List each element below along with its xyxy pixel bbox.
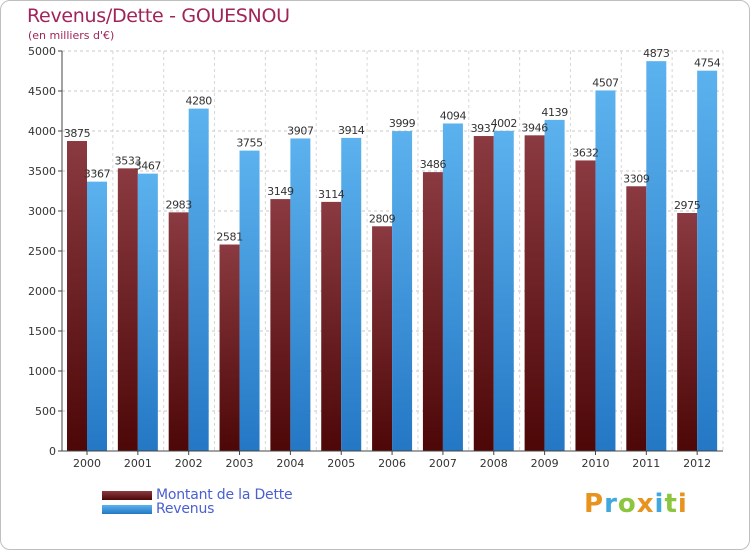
data-label-debt: 2581	[216, 231, 242, 244]
bar-revenue	[442, 123, 463, 451]
data-label-debt: 3875	[64, 127, 91, 140]
bar-debt	[168, 212, 189, 451]
bar-debt	[372, 226, 393, 451]
logo-letter: r	[604, 489, 618, 519]
bar-revenue	[493, 130, 514, 451]
proxiti-logo: Proxiti	[584, 489, 688, 519]
bar-debt	[67, 141, 87, 451]
y-tick-label: 1000	[28, 365, 56, 378]
data-label-debt: 3149	[267, 185, 294, 198]
data-label-debt: 3937	[471, 122, 498, 135]
bar-debt	[524, 135, 545, 451]
data-label-revenue: 4507	[592, 76, 619, 89]
legend-item-debt: Montant de la Dette	[102, 487, 293, 503]
data-label-revenue: 4139	[541, 106, 568, 119]
bar-debt	[117, 168, 138, 452]
logo-letter: t	[664, 489, 678, 519]
y-tick-label: 5000	[28, 45, 56, 58]
x-tick-label: 2007	[429, 457, 457, 470]
data-label-revenue: 4002	[491, 117, 517, 130]
bar-revenue	[137, 173, 158, 451]
y-tick-label: 2000	[28, 285, 56, 298]
y-tick-label: 4000	[28, 125, 56, 138]
bar-revenue	[188, 108, 209, 451]
bar-debt	[626, 186, 647, 451]
data-label-revenue: 4094	[440, 109, 467, 122]
data-label-revenue: 4873	[643, 47, 670, 60]
y-tick-label: 3500	[28, 165, 56, 178]
logo-letter: P	[584, 489, 605, 519]
bar-debt	[677, 213, 698, 451]
bar-debt	[219, 244, 240, 451]
logo-letter: i	[654, 489, 665, 519]
x-tick-label: 2001	[124, 457, 152, 470]
data-label-revenue: 4754	[694, 57, 721, 70]
x-tick-label: 2002	[175, 457, 203, 470]
x-tick-label: 2012	[683, 457, 711, 470]
x-tick-label: 2008	[480, 457, 508, 470]
legend-swatch-revenue	[102, 504, 152, 514]
bar-revenue	[646, 61, 667, 451]
bar-revenue	[341, 137, 362, 451]
bar-debt	[270, 199, 291, 451]
y-tick-label: 0	[49, 445, 56, 458]
data-label-revenue: 3999	[389, 117, 416, 130]
bar-revenue	[290, 138, 311, 451]
chart-title: Revenus/Dette - GOUESNOU	[27, 5, 290, 27]
data-label-revenue: 3907	[287, 124, 314, 137]
y-tick-label: 500	[35, 405, 56, 418]
data-label-debt: 3114	[318, 188, 345, 201]
logo-letter: o	[617, 489, 637, 519]
data-label-debt: 2983	[165, 198, 192, 211]
bar-revenue	[697, 70, 718, 452]
data-label-debt: 3486	[420, 158, 447, 171]
data-label-revenue: 3755	[236, 137, 263, 150]
x-tick-label: 2006	[378, 457, 406, 470]
y-tick-label: 1500	[28, 325, 56, 338]
data-label-revenue: 4280	[185, 95, 212, 108]
bars	[67, 61, 718, 452]
data-label-revenue: 3467	[135, 160, 162, 173]
logo-letter: x	[636, 489, 655, 519]
y-tick-label: 2500	[28, 245, 56, 258]
x-tick-label: 2004	[276, 457, 304, 470]
bar-debt	[575, 160, 596, 451]
bar-revenue	[544, 119, 565, 451]
legend-swatch-debt	[102, 490, 152, 500]
data-label-debt: 3533	[115, 154, 142, 167]
axes: 0 500 1000 1500 2000 2500 3000 3500 4000 4500 5000…	[28, 45, 723, 470]
y-tick-label: 4500	[28, 85, 56, 98]
bar-revenue	[239, 150, 260, 451]
x-tick-label: 2000	[73, 457, 101, 470]
legend-label-revenue: Revenus	[156, 501, 215, 517]
bar-revenue	[87, 181, 107, 451]
data-label-revenue: 3914	[338, 124, 365, 137]
data-label-debt: 2975	[674, 199, 701, 212]
bar-debt	[422, 172, 443, 451]
x-tick-label: 2003	[226, 457, 254, 470]
logo-letter: i	[677, 489, 688, 519]
chart-subtitle: (en milliers d'€)	[28, 29, 115, 42]
bar-revenue	[595, 90, 616, 451]
x-tick-label: 2011	[632, 457, 660, 470]
bar-debt	[321, 201, 342, 451]
legend-item-revenue: Revenus	[102, 501, 215, 517]
y-tick-label: 3000	[28, 205, 56, 218]
data-label-debt: 3632	[572, 146, 598, 159]
legend-label-debt: Montant de la Dette	[156, 487, 293, 503]
bar-revenue	[392, 131, 413, 451]
data-label-debt: 3309	[623, 172, 650, 185]
bar-debt	[473, 136, 494, 452]
x-tick-label: 2005	[327, 457, 355, 470]
data-label-debt: 2809	[369, 212, 396, 225]
x-tick-label: 2010	[581, 457, 609, 470]
data-label-revenue: 3367	[84, 168, 111, 181]
x-tick-label: 2009	[531, 457, 559, 470]
data-label-debt: 3946	[521, 121, 548, 134]
